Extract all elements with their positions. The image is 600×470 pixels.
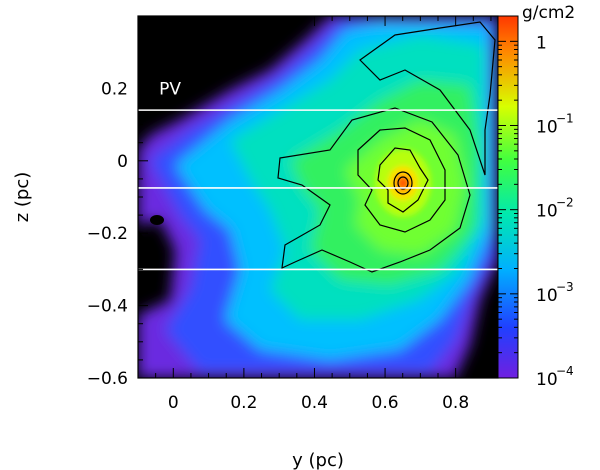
cb-tick-exp-2: −2 (556, 196, 574, 210)
pv-cut-lines (138, 109, 498, 271)
y-tick-label-1: 0 (117, 152, 128, 172)
colorbar (497, 15, 519, 379)
x-tick-label-0: 0 (168, 393, 179, 413)
annotations: PV (159, 79, 181, 99)
y-tick-label-2: −0.2 (87, 224, 128, 244)
x-axis: 0 0.2 0.4 0.6 0.8 (137, 16, 492, 413)
x-tick-label-1: 0.2 (230, 393, 257, 413)
colorbar-ticks: 110−110−210−310−4 (498, 15, 574, 390)
cb-tick-exp-3: −3 (556, 280, 574, 294)
cb-tick-label-3: 10 (536, 286, 558, 306)
x-tick-label-3: 0.6 (372, 393, 399, 413)
y-axis: 0.2 0 −0.2 −0.4 −0.6 (87, 15, 148, 389)
cb-tick-exp-1: −1 (556, 112, 574, 126)
cb-tick-label-0: 1 (536, 33, 547, 53)
y-tick-label-4: −0.6 (87, 369, 128, 389)
density-contours (277, 21, 496, 273)
y-tick-label-0: 0.2 (101, 79, 128, 99)
y-tick-label-3: −0.4 (87, 297, 128, 317)
density-image (138, 16, 498, 378)
cb-tick-exp-4: −4 (556, 364, 574, 378)
colorbar-unit: g/cm2 (522, 3, 575, 23)
annotation-0: PV (159, 79, 181, 99)
cb-tick-label-1: 10 (536, 118, 558, 138)
x-axis-label: y (pc) (292, 450, 344, 470)
y-axis-label: z (pc) (12, 172, 33, 223)
cb-tick-label-4: 10 (536, 370, 558, 390)
x-tick-label-2: 0.4 (301, 393, 328, 413)
cb-tick-label-2: 10 (536, 202, 558, 222)
x-tick-label-4: 0.8 (442, 393, 469, 413)
